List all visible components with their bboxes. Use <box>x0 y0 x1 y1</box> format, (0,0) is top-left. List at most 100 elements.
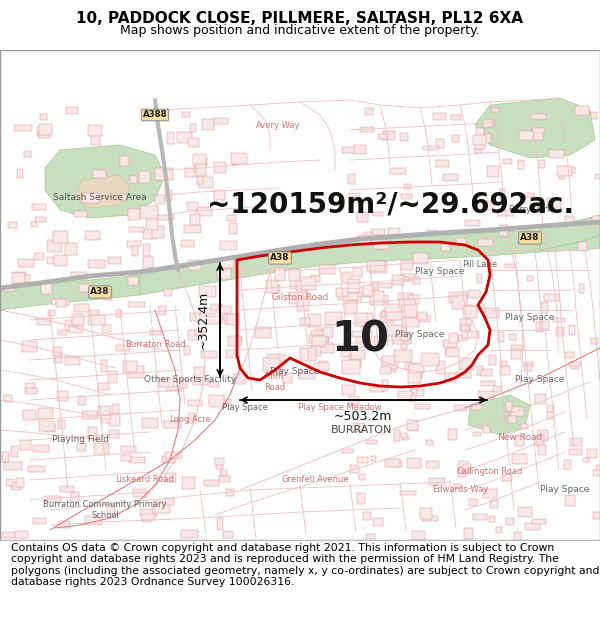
Bar <box>128 302 145 307</box>
Bar <box>214 190 225 200</box>
Bar <box>229 223 237 234</box>
Bar <box>282 374 292 382</box>
Polygon shape <box>475 98 595 158</box>
Bar <box>571 362 579 369</box>
Bar <box>464 528 473 539</box>
Bar <box>103 325 112 333</box>
Bar <box>25 383 35 393</box>
Bar <box>233 374 245 384</box>
Bar <box>538 446 546 456</box>
Bar <box>445 348 454 354</box>
Bar <box>408 424 418 431</box>
Bar <box>142 514 151 522</box>
Bar <box>32 204 46 210</box>
Bar <box>79 284 90 292</box>
Bar <box>458 461 467 471</box>
Bar <box>194 367 205 378</box>
Bar <box>460 319 471 329</box>
Bar <box>342 147 355 152</box>
Bar <box>565 352 574 358</box>
Bar <box>592 216 600 221</box>
Bar <box>155 195 165 204</box>
Bar <box>559 174 565 179</box>
Bar <box>86 285 94 293</box>
Bar <box>101 411 110 422</box>
Bar <box>18 259 34 266</box>
Bar <box>6 479 13 486</box>
Bar <box>218 306 231 312</box>
Bar <box>71 314 83 325</box>
Bar <box>483 426 490 432</box>
Bar <box>38 408 53 419</box>
Polygon shape <box>468 395 530 435</box>
Bar <box>484 121 493 127</box>
Bar <box>386 312 404 320</box>
Text: Avery·Way: Avery·Way <box>256 121 300 131</box>
Bar <box>493 386 501 392</box>
Bar <box>296 278 316 290</box>
Bar <box>353 422 364 432</box>
Bar <box>13 272 26 284</box>
Bar <box>58 420 65 429</box>
Bar <box>39 124 52 135</box>
Bar <box>74 304 89 312</box>
Bar <box>506 518 514 524</box>
Bar <box>71 272 88 280</box>
Bar <box>4 462 22 471</box>
Bar <box>121 156 129 166</box>
Bar <box>370 261 387 273</box>
Text: Pill·Lane: Pill·Lane <box>463 261 497 269</box>
Bar <box>128 277 138 285</box>
Bar <box>403 336 411 344</box>
Bar <box>445 373 457 382</box>
Bar <box>167 132 174 144</box>
Text: Saltash Service Area: Saltash Service Area <box>53 194 147 202</box>
Bar <box>188 400 202 406</box>
Bar <box>142 514 155 520</box>
Bar <box>226 489 234 496</box>
Bar <box>319 265 335 274</box>
Bar <box>469 499 477 506</box>
Bar <box>88 124 102 136</box>
Bar <box>468 291 481 298</box>
Bar <box>121 455 131 461</box>
Bar <box>498 210 514 216</box>
Bar <box>590 338 598 344</box>
Bar <box>128 366 144 378</box>
Bar <box>400 133 409 141</box>
Bar <box>53 231 68 242</box>
Bar <box>82 411 98 419</box>
Bar <box>188 413 196 423</box>
Bar <box>116 310 122 317</box>
Bar <box>347 174 355 184</box>
Bar <box>40 421 55 431</box>
Bar <box>359 127 374 132</box>
Bar <box>408 295 419 304</box>
Bar <box>195 159 207 166</box>
Bar <box>2 532 15 538</box>
Bar <box>394 431 400 441</box>
Bar <box>66 107 77 114</box>
Bar <box>401 274 416 281</box>
Bar <box>518 160 524 169</box>
Bar <box>184 225 202 233</box>
Text: ~120159m²/~29.692ac.: ~120159m²/~29.692ac. <box>206 191 574 219</box>
Bar <box>451 115 461 121</box>
Bar <box>158 379 173 387</box>
Bar <box>472 405 482 410</box>
Bar <box>107 257 121 264</box>
Bar <box>413 277 419 284</box>
Bar <box>263 357 280 371</box>
Bar <box>377 282 392 288</box>
Bar <box>477 274 482 282</box>
Bar <box>401 261 413 270</box>
Bar <box>401 194 412 199</box>
Bar <box>188 138 199 147</box>
Bar <box>452 134 458 142</box>
Bar <box>536 322 544 332</box>
Bar <box>395 326 406 331</box>
Bar <box>152 226 164 238</box>
Bar <box>320 343 334 353</box>
Bar <box>418 315 430 322</box>
Bar <box>314 362 329 369</box>
